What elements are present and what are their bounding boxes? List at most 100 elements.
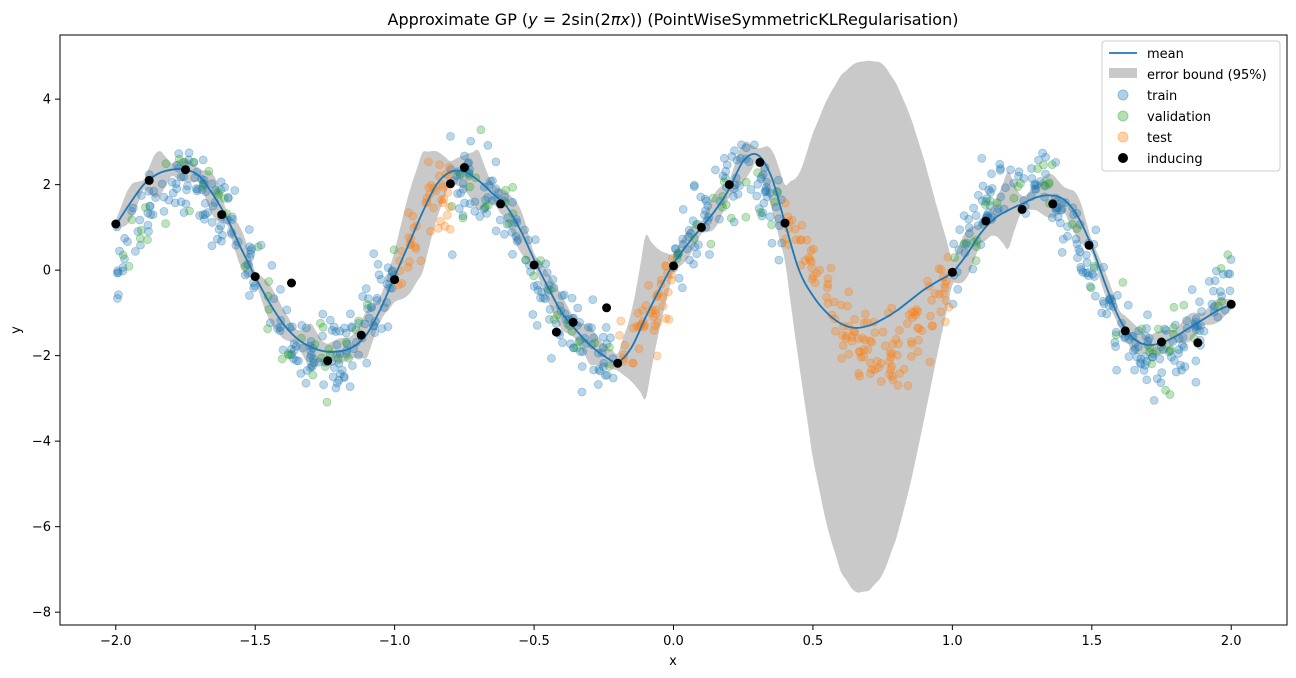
train-point (199, 179, 209, 189)
train-point (370, 328, 380, 338)
test-point (651, 309, 661, 319)
train-point (118, 266, 128, 276)
test-point (438, 198, 448, 208)
validation-point (161, 159, 171, 169)
train-point (296, 369, 306, 378)
validation-point (1166, 345, 1176, 355)
train-point (297, 320, 307, 330)
train-point (578, 347, 588, 357)
test-point (886, 365, 896, 375)
train-point (953, 284, 963, 294)
train-point (113, 268, 123, 278)
train-point (207, 217, 217, 227)
validation-point (354, 316, 364, 326)
train-point (964, 214, 973, 224)
train-point (761, 185, 771, 195)
train-point (377, 324, 387, 334)
test-point (644, 280, 653, 290)
train-point (465, 199, 475, 209)
test-point (812, 268, 821, 278)
train-point (334, 375, 344, 385)
validation-point (213, 187, 223, 197)
validation-point (1223, 250, 1233, 260)
train-point (513, 235, 523, 245)
train-point (1136, 354, 1146, 364)
train-point (327, 325, 337, 335)
train-point (176, 197, 186, 207)
test-point (856, 352, 866, 362)
legend-frame (1101, 40, 1281, 172)
test-point (887, 361, 897, 371)
train-point (1014, 167, 1024, 177)
test-point (860, 309, 870, 319)
test-point (895, 369, 904, 379)
test-point (815, 265, 825, 275)
inducing-point (780, 218, 790, 228)
inducing-point (459, 163, 469, 172)
train-point (762, 182, 771, 192)
train-point (608, 373, 618, 383)
validation-point (1039, 160, 1048, 170)
train-point (307, 362, 317, 372)
x-tick-label: 1.0 (942, 634, 963, 649)
inducing-point (1226, 299, 1236, 309)
test-point (663, 287, 673, 297)
train-point (331, 327, 341, 336)
test-point (887, 371, 897, 381)
train-point (347, 322, 357, 332)
train-point (250, 281, 260, 291)
train-point (589, 333, 599, 343)
train-point (754, 204, 764, 214)
train-point (549, 283, 559, 293)
train-point (453, 189, 463, 199)
train-point (753, 179, 763, 189)
validation-point (161, 219, 171, 229)
validation-point (264, 277, 274, 286)
train-point (197, 185, 207, 195)
validation-point (501, 185, 511, 195)
train-point (172, 184, 182, 194)
test-point (653, 318, 663, 327)
train-point (580, 333, 590, 343)
test-point (847, 332, 857, 342)
train-point (1036, 177, 1045, 186)
train-point (700, 210, 709, 220)
train-point (136, 240, 145, 250)
train-point (559, 290, 569, 300)
train-point (275, 284, 285, 294)
test-point (858, 333, 867, 343)
train-point (996, 192, 1006, 202)
validation-point (756, 208, 765, 217)
validation-point (1086, 283, 1096, 293)
train-point (1187, 285, 1197, 295)
test-point (863, 345, 873, 355)
train-point (1030, 179, 1040, 189)
test-point (664, 314, 674, 324)
train-point (1081, 250, 1091, 260)
validation-point (140, 203, 150, 212)
train-point (762, 177, 771, 187)
y-axis: 4 2 0 −2 −4 −6 −8 (32, 93, 60, 621)
validation-point (1154, 324, 1163, 334)
inducing-point (217, 210, 227, 220)
inducing-point (613, 358, 623, 368)
train-point (1111, 342, 1120, 352)
inducing-point (1017, 204, 1027, 214)
train-point (1179, 342, 1189, 352)
validation-point (980, 200, 990, 210)
train-point (1057, 204, 1067, 214)
y-tick-label: −8 (32, 606, 51, 621)
test-point (641, 301, 651, 310)
test-point (903, 381, 913, 391)
train-point (500, 192, 510, 202)
validation-point (283, 349, 293, 359)
train-point (1089, 272, 1099, 281)
validation-point (567, 327, 577, 336)
train-point (735, 181, 744, 190)
validation-point (1089, 261, 1099, 271)
validation-point (189, 157, 199, 167)
train-point (1074, 244, 1084, 254)
train-point (1209, 302, 1219, 312)
train-point (339, 323, 349, 333)
train-point (1123, 300, 1133, 310)
